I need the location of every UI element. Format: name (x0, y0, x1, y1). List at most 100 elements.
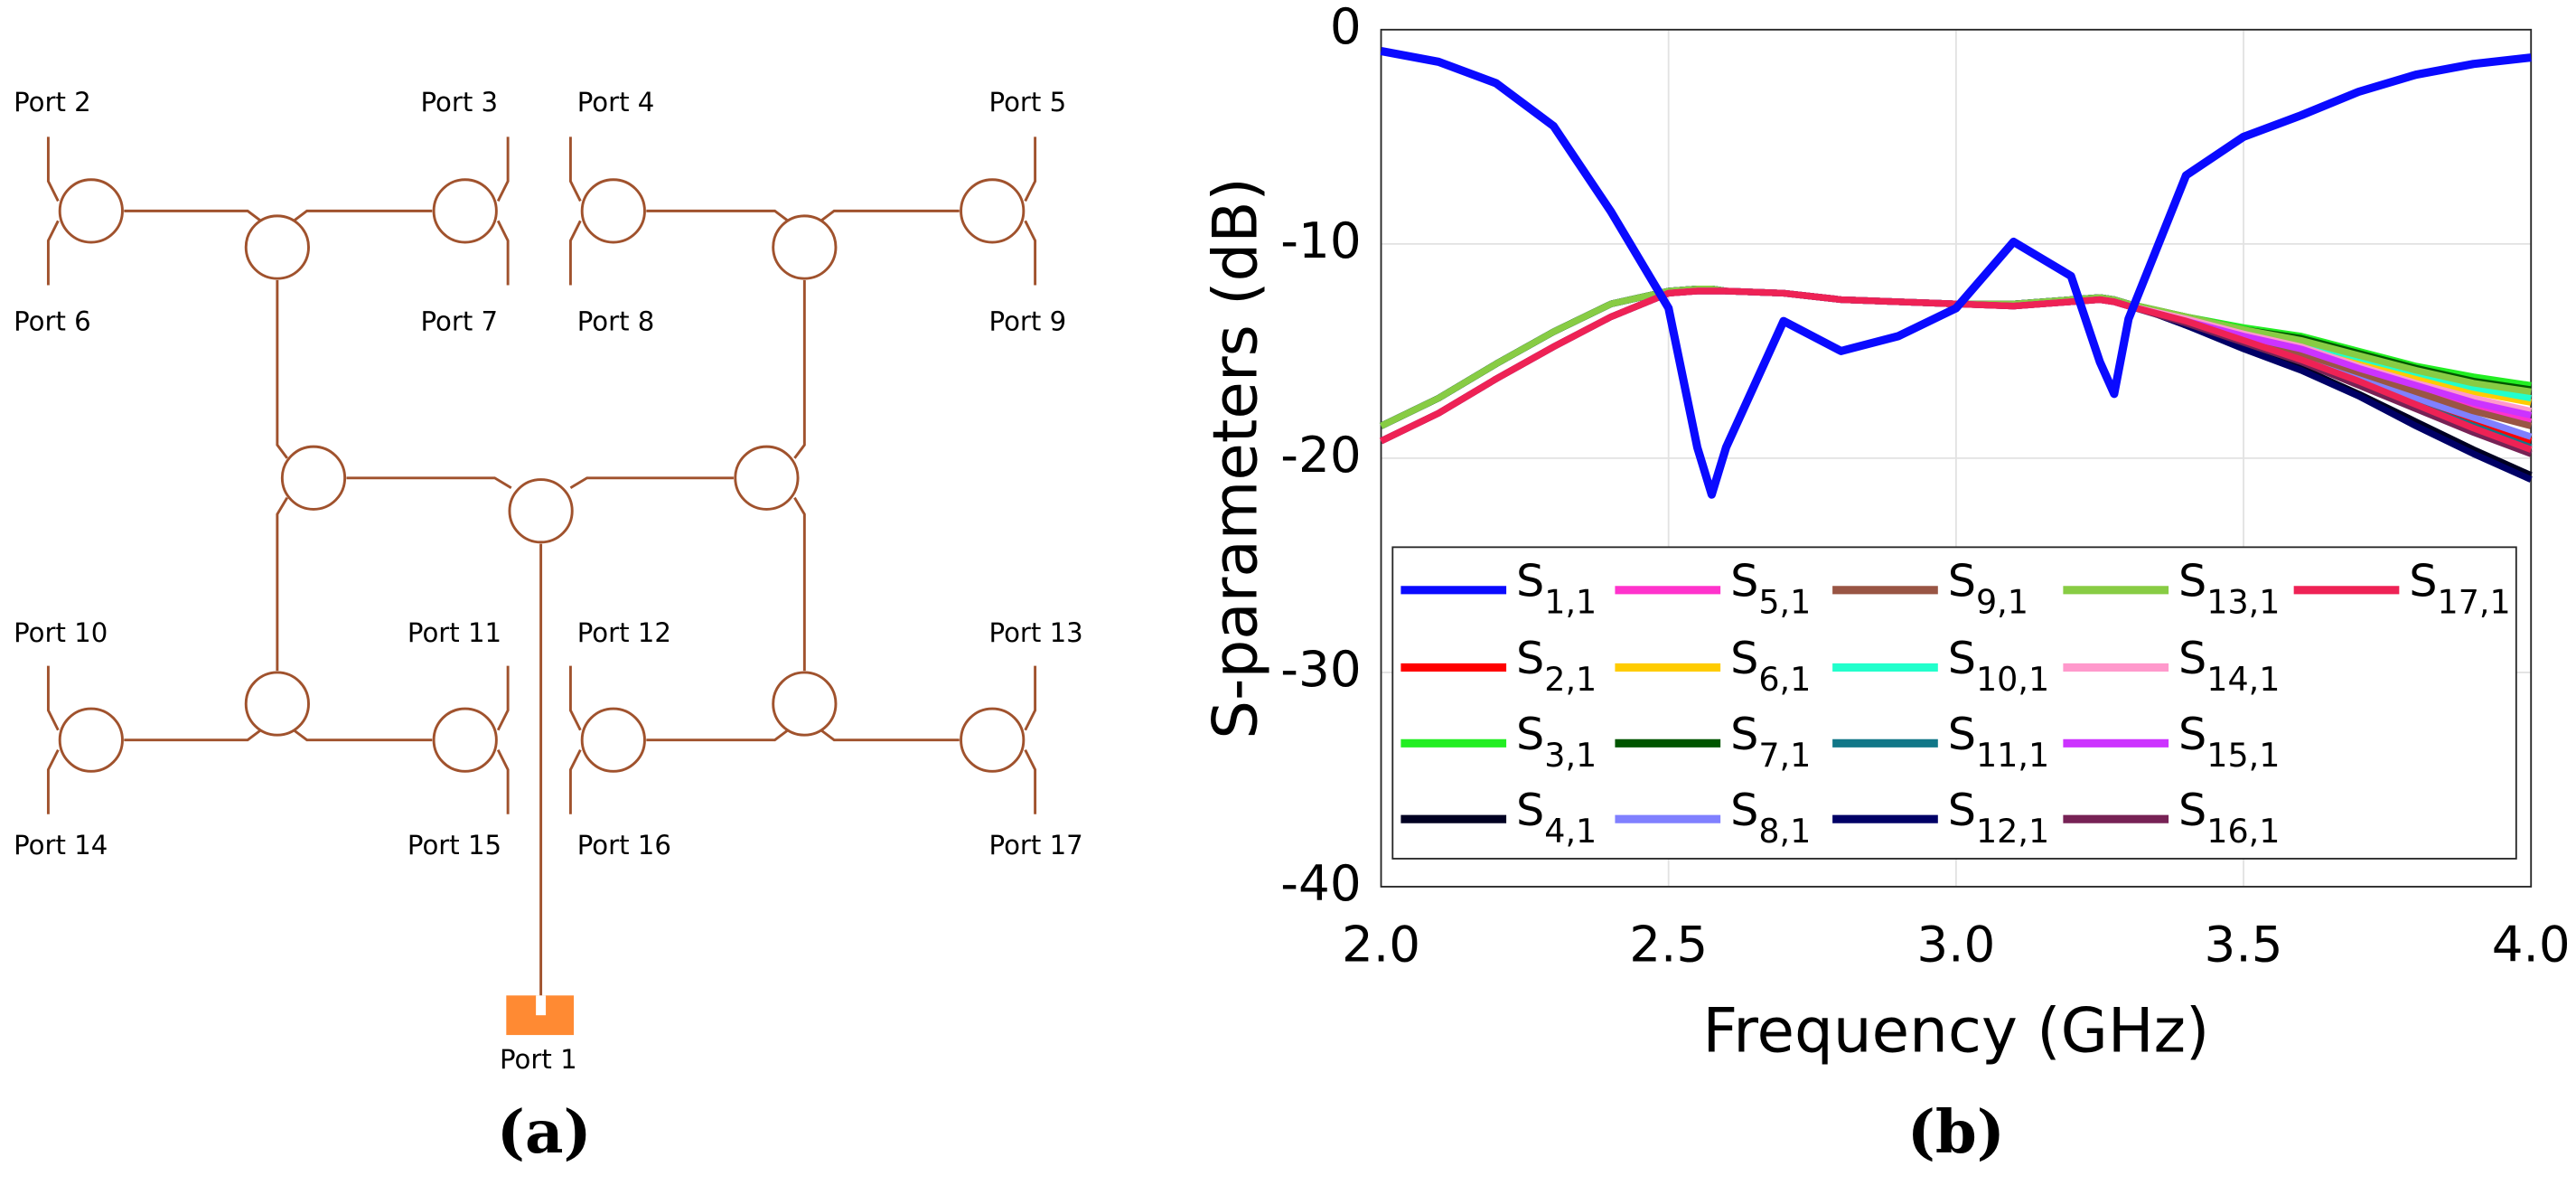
trace (124, 729, 262, 742)
legend-label: S11,1 (1948, 708, 2049, 775)
legend-label: S4,1 (1516, 783, 1597, 850)
port-stub (46, 220, 60, 286)
port-label: Port 1 (500, 1044, 577, 1075)
y-tick-label: -10 (1280, 212, 1361, 269)
trace (820, 209, 960, 222)
y-axis-label: S-parameters (dB) (1199, 177, 1270, 739)
legend-label: S16,1 (2178, 783, 2280, 850)
trace (569, 476, 734, 489)
port-stub (1024, 136, 1037, 202)
series-line (1380, 47, 2532, 499)
trace (646, 729, 789, 742)
legend-label: S13,1 (2178, 554, 2280, 621)
trace (820, 729, 960, 742)
port-label: Port 12 (577, 617, 671, 648)
x-axis-label: Frequency (GHz) (1702, 995, 2209, 1067)
legend-label: S5,1 (1730, 554, 1811, 621)
port-stub (496, 748, 510, 814)
coupler-ring (580, 178, 646, 244)
port-label: Port 3 (420, 87, 498, 118)
coupler-ring (580, 707, 646, 773)
trace (276, 279, 288, 459)
coupler-ring (432, 178, 498, 244)
feed-slot (536, 995, 547, 1016)
legend-label: S15,1 (2178, 708, 2280, 775)
coupler-ring (58, 707, 124, 773)
coupler-ring (508, 478, 574, 544)
panel-label: (a) (497, 1097, 592, 1167)
trace (346, 476, 512, 489)
coupler-ring (244, 214, 310, 280)
x-tick-label: 2.0 (1342, 916, 1420, 973)
port-stub (568, 136, 582, 202)
port-label: Port 5 (989, 87, 1067, 118)
legend-label: S1,1 (1516, 554, 1597, 621)
coupler-ring (244, 671, 310, 737)
y-tick-label: -20 (1280, 426, 1361, 484)
port-label: Port 10 (14, 617, 108, 648)
legend-label: S8,1 (1730, 783, 1811, 850)
port-label: Port 15 (407, 830, 501, 861)
port-stub (568, 665, 582, 731)
legend-label: S12,1 (1948, 783, 2049, 850)
coupler-ring (772, 214, 838, 280)
trace (793, 496, 806, 672)
panel-label: (b) (1907, 1097, 2005, 1167)
trace (646, 209, 789, 222)
coupler-ring (960, 178, 1026, 244)
port-stub (46, 665, 60, 731)
coupler-ring (960, 707, 1026, 773)
legend-label: S14,1 (2178, 632, 2280, 699)
port-stub (496, 136, 510, 202)
port-label: Port 7 (420, 306, 498, 336)
trace (293, 729, 433, 742)
coupler-ring (58, 178, 124, 244)
legend-label: S2,1 (1516, 632, 1597, 699)
y-tick-label: -40 (1280, 854, 1361, 912)
x-tick-label: 3.0 (1916, 916, 1995, 973)
port-stub (1024, 748, 1037, 814)
coupler-ring (432, 707, 498, 773)
trace (793, 279, 806, 459)
coupler-ring (772, 671, 838, 737)
port-label: Port 13 (989, 617, 1083, 648)
x-tick-label: 2.5 (1629, 916, 1708, 973)
port-stub (1024, 665, 1037, 731)
port-stub (46, 748, 60, 814)
port-stub (496, 665, 510, 731)
legend-label: S10,1 (1948, 632, 2049, 699)
port-stub (1024, 220, 1037, 286)
port-stub (496, 220, 510, 286)
y-tick-label: -30 (1280, 640, 1361, 698)
trace (124, 209, 262, 222)
x-tick-label: 4.0 (2492, 916, 2571, 973)
port-label: Port 17 (989, 830, 1083, 861)
port-label: Port 2 (14, 87, 91, 118)
legend-label: S9,1 (1948, 554, 2028, 621)
legend-label: S7,1 (1730, 708, 1811, 775)
plot-frame (1380, 28, 2533, 888)
trace (276, 496, 289, 672)
y-tick-label: 0 (1330, 0, 1362, 55)
port-label: Port 8 (577, 306, 655, 336)
coupler-ring (280, 445, 347, 511)
trace (293, 209, 433, 222)
port-stub (568, 748, 582, 814)
port-label: Port 9 (989, 306, 1067, 336)
coupler-ring (734, 445, 800, 511)
port-label: Port 11 (407, 617, 501, 648)
port-label: Port 16 (577, 830, 671, 861)
legend-label: S3,1 (1516, 708, 1597, 775)
port-stub (46, 136, 60, 202)
port-label: Port 14 (14, 830, 108, 861)
legend-label: S17,1 (2409, 554, 2510, 621)
port-stub (568, 220, 582, 286)
x-tick-label: 3.5 (2205, 916, 2283, 973)
circuit-diagram: Port 1 Port 2 Port 3 Port 4 Port 5 Port 6 Port… (14, 87, 1083, 1075)
legend-box (1391, 546, 2517, 860)
chart: 2.0 2.5 3.0 3.5 4.0 0 -10 -20 -30 -40 Frequency (G… (1199, 0, 2570, 1067)
port-label: Port 4 (577, 87, 655, 118)
legend-label: S6,1 (1730, 632, 1811, 699)
port-label: Port 6 (14, 306, 91, 336)
